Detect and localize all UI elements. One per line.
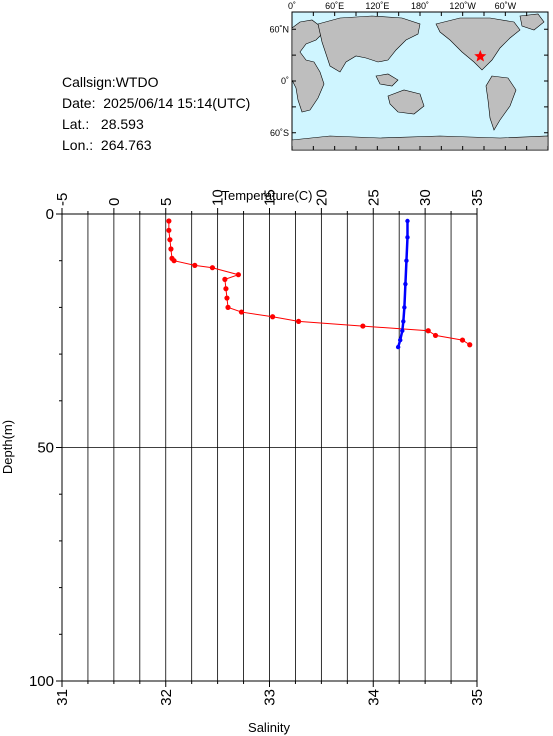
- salinity-point: [405, 235, 410, 240]
- temperature-point: [235, 272, 241, 278]
- bottom-axis-title: Salinity: [248, 720, 290, 735]
- map-lon-label: 180˚: [411, 1, 429, 11]
- top-axis-tick-label: 10: [210, 189, 227, 206]
- temperature-point: [459, 337, 466, 343]
- station-marker-icon: [474, 49, 487, 62]
- top-axis-tick-label: 35: [469, 189, 486, 206]
- bottom-axis-tick-label: 32: [158, 689, 175, 706]
- temperature-line: [168, 221, 471, 346]
- bottom-axis-tick-label: 35: [469, 689, 486, 706]
- temperature-point: [270, 314, 276, 320]
- map-land: [291, 13, 549, 151]
- bottom-axis-tick-label: 33: [262, 689, 279, 706]
- salinity-point: [403, 281, 408, 287]
- y-axis-tick-label: 0: [46, 206, 54, 223]
- date-value: 2025/06/14 15:14(UTC): [103, 95, 251, 111]
- date-label: Date:: [62, 95, 96, 111]
- lat-label: Lat.:: [62, 116, 90, 132]
- lon-row: Lon.: 264.763: [62, 135, 250, 156]
- world-map: 0˚ 60˚E 120˚E 180˚ 120˚W 60˚W 60˚N 0˚ 60˚S: [269, 1, 549, 151]
- salinity-point: [395, 344, 401, 350]
- map-lon-label: 60˚E: [325, 1, 344, 11]
- bottom-axis-tick-label: 31: [54, 689, 71, 706]
- top-axis-tick-label: 25: [365, 189, 382, 206]
- map-lat-label: 60˚N: [269, 24, 289, 34]
- y-axis-title: Depth(m): [0, 420, 15, 474]
- top-axis-tick-label: -5: [54, 193, 71, 206]
- lon-value: 264.763: [100, 137, 152, 153]
- salinity-point: [398, 337, 403, 343]
- temperature-point: [224, 295, 230, 301]
- temperature-point: [222, 276, 228, 282]
- map-ticks: 0˚ 60˚E 120˚E 180˚ 120˚W 60˚W 60˚N 0˚ 60˚S: [269, 1, 549, 150]
- temperature-point: [238, 309, 245, 315]
- temperature-point: [166, 218, 172, 224]
- chart-series: [166, 218, 473, 350]
- lon-label: Lon.:: [62, 137, 94, 153]
- y-axis-tick-label: 100: [29, 673, 54, 690]
- temperature-point: [432, 332, 439, 339]
- map-lon-label: 120˚E: [365, 1, 389, 11]
- callsign-label: Callsign:: [62, 74, 116, 90]
- callsign-row: Callsign:WTDO: [62, 72, 250, 93]
- bottom-axis-tick-label: 34: [365, 689, 382, 706]
- temperature-point: [192, 262, 198, 268]
- top-axis-tick-label: 15: [262, 189, 279, 206]
- temperature-point: [360, 323, 366, 329]
- top-axis-title: Temperature(C): [221, 188, 312, 203]
- top-axis-tick-label: 0: [106, 198, 123, 206]
- lat-value: 28.593: [100, 116, 144, 132]
- top-axis-tick-label: 20: [313, 189, 330, 206]
- top-axis-tick-label: 30: [417, 189, 434, 206]
- temperature-point: [467, 342, 473, 348]
- temperature-point: [225, 304, 231, 310]
- temperature-point: [167, 237, 173, 243]
- map-lat-label: 60˚S: [270, 128, 289, 138]
- map-lon-label: 60˚W: [495, 1, 517, 11]
- callsign-value: WTDO: [115, 74, 159, 90]
- salinity-point: [405, 218, 410, 224]
- salinity-point: [404, 258, 409, 263]
- map-lon-label: 120˚W: [449, 1, 476, 11]
- temperature-point: [223, 286, 229, 292]
- salinity-point: [401, 319, 406, 324]
- temperature-point: [171, 258, 177, 264]
- chart-grid: [61, 214, 478, 681]
- temperature-point: [295, 318, 302, 325]
- date-row: Date: 2025/06/14 15:14(UTC): [62, 93, 250, 114]
- temperature-point: [166, 227, 172, 233]
- temperature-point: [425, 328, 431, 334]
- y-axis-tick-label: 50: [37, 440, 54, 457]
- map-lon-label: 0˚: [288, 1, 296, 11]
- salinity-point: [400, 328, 405, 333]
- temperature-point: [209, 265, 216, 271]
- top-axis-tick-label: 5: [158, 198, 175, 206]
- lat-row: Lat.: 28.593: [62, 114, 250, 135]
- map-lat-label: 0˚: [281, 76, 289, 86]
- salinity-point: [402, 305, 407, 310]
- temperature-point: [168, 246, 174, 252]
- station-info: Callsign:WTDO Date: 2025/06/14 15:14(UTC…: [62, 72, 250, 156]
